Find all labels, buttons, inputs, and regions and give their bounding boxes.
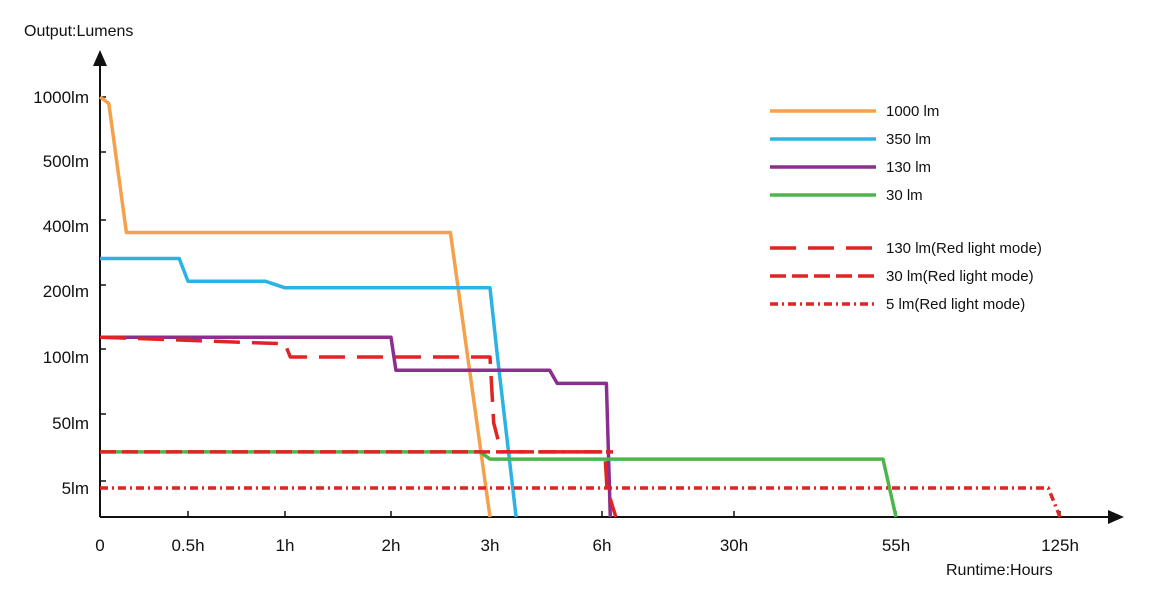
legend-label: 350 lm <box>886 131 931 148</box>
y-tick-label: 1000lm <box>33 88 89 107</box>
series-lines <box>98 95 1062 518</box>
x-tick-label: 2h <box>382 536 401 555</box>
series-line <box>99 335 618 518</box>
y-axis-title: Output:Lumens <box>24 23 133 40</box>
legend-label: 5 lm(Red light mode) <box>886 296 1025 313</box>
ticks: 0 0.5h 1h 2h 3h 6h 30h 55h 125h 5lm 50lm 100lm 200lm… <box>33 88 1079 555</box>
y-tick-label: 100lm <box>43 348 89 367</box>
legend-label: 30 lm(Red light mode) <box>886 268 1034 285</box>
y-tick-label: 200lm <box>43 282 89 301</box>
legend-label: 130 lm <box>886 159 931 176</box>
y-axis-arrow <box>93 50 107 66</box>
series-line <box>100 256 518 518</box>
series-line <box>100 335 613 518</box>
legend: 1000 lm 350 lm 130 lm 30 lm 130 lm(Red light… <box>770 103 1042 313</box>
x-tick-label: 0.5h <box>171 536 204 555</box>
x-tick-label: 3h <box>481 536 500 555</box>
legend-label: 30 lm <box>886 187 923 204</box>
series-line <box>100 486 1062 518</box>
x-tick-label: 30h <box>720 536 748 555</box>
x-tick-label: 125h <box>1041 536 1079 555</box>
x-tick-label: 6h <box>593 536 612 555</box>
x-axis-title: Runtime:Hours <box>946 562 1053 579</box>
y-tick-label: 50lm <box>52 414 89 433</box>
x-axis-arrow <box>1108 510 1124 524</box>
x-tick-label: 1h <box>276 536 295 555</box>
y-tick-label: 5lm <box>62 479 89 498</box>
series-line <box>100 450 898 518</box>
x-tick-label: 55h <box>882 536 910 555</box>
y-tick-label: 500lm <box>43 152 89 171</box>
x-tick-label: 0 <box>95 536 104 555</box>
legend-label: 1000 lm <box>886 103 939 120</box>
legend-label: 130 lm(Red light mode) <box>886 240 1042 257</box>
y-tick-label: 400lm <box>43 217 89 236</box>
axes: Output:Lumens Runtime:Hours <box>24 23 1124 579</box>
series-line <box>98 95 492 518</box>
